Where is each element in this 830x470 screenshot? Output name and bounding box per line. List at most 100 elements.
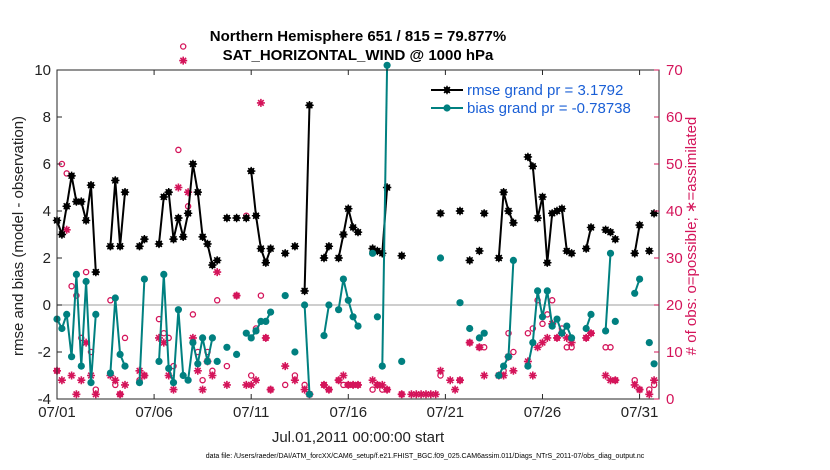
bias-point-3-3 [169,379,178,387]
x-tick-label-5: 07/26 [524,404,562,421]
obs-assimilated-point-59 [446,376,455,385]
obs-assimilated-point-52 [407,390,416,399]
obs-assimilated-point-51 [397,390,406,399]
bias-point-18-3 [538,313,547,321]
rmse-star-7-2 [256,244,266,253]
obs-possible-point-74 [607,344,614,351]
bias-point-22-0 [631,289,639,297]
obs-possible-point-33 [257,292,265,299]
rmse-star-18-8 [562,246,571,256]
rmse-star-16-0 [480,209,489,218]
bias-point-3-5 [179,371,187,380]
obs-assimilated-point-80 [587,329,595,338]
rmse-star-1-1 [111,176,120,185]
obs-assimilated-point-3 [67,371,76,380]
obs-assimilated-point-58 [436,366,445,375]
obs-assimilated-point-15 [155,333,163,342]
bias-point-10-0 [320,332,328,340]
rmse-line-segment-9 [303,105,311,291]
obs-assimilated-point-73 [543,333,552,342]
rmse-star-0-1 [57,230,67,239]
obs-assimilated-point-31 [247,380,256,389]
bias-point-3-0 [155,357,163,365]
obs-possible-point-24 [199,376,206,384]
obs-assimilated-point-10 [111,376,120,385]
y-ticks-left: -4 -2 0 2 4 6 8 10 [34,62,62,408]
rmse-star-18-9 [567,249,576,258]
obs-assimilated-point-6 [82,338,91,347]
obs-assimilated-point-2 [62,225,71,234]
obs-possible-point-59 [505,329,512,337]
rmse-star-12-0 [368,244,377,253]
rmse-star-21-0 [611,235,620,244]
rmse-star-0-7 [86,181,96,190]
legend-rmse-star [442,85,452,95]
obs-assimilated-point-55 [422,390,430,399]
bias-point-20-0 [602,327,610,335]
bias-point-13-0 [378,362,386,370]
rmse-star-17-0 [494,253,503,263]
bias-point-17-0 [495,371,503,380]
rmse-star-18-2 [533,213,542,223]
obs-possible-point-3 [68,282,75,290]
rmse-line-segment-1 [109,179,126,248]
obs-assimilated-point-79 [582,333,591,342]
x-tick-label-6: 07/31 [621,404,659,421]
rmse-star-17-2 [504,206,513,216]
obs-assimilated-point-33 [256,98,265,107]
bias-point-9-1 [305,390,314,398]
rmse-star-3-0 [154,239,164,249]
x-tick-label-2: 07/11 [233,404,269,421]
rmse-star-3-5 [179,232,188,241]
obs-assimilated-point-1 [57,376,66,385]
rmse-star-10-1 [324,242,334,251]
obs-assimilated-point-23 [193,366,202,375]
rmse-isolated-star-5 [475,246,484,256]
bias-point-16-0 [480,329,488,337]
bias-point-18-1 [529,339,537,347]
y-right-tick-label-1: 10 [666,344,683,361]
obs-assimilated-point-11 [116,390,125,399]
rmse-star-17-3 [509,218,518,227]
obs-assimilated-point-82 [606,376,615,385]
x-tick-label-0: 07/01 [38,404,76,421]
obs-assimilated-point-35 [266,385,275,394]
rmse-star-1-3 [120,188,130,197]
bias-line-segment-1 [109,297,126,374]
series-layer [52,61,659,398]
rmse-star-20-0 [601,225,610,234]
rmse-star-13-0 [378,249,387,258]
obs-assimilated-point-17 [164,371,173,380]
bias-point-19-1 [587,310,595,318]
obs-assimilated-point-28 [222,380,231,389]
bias-point-8-0 [281,292,289,300]
bias-point-6-0 [233,350,241,358]
bias-point-3-9 [199,334,207,342]
bias-point-11-4 [354,322,362,330]
rmse-star-3-6 [183,209,193,218]
bias-point-7-1 [252,327,260,335]
bias-point-11-0 [335,306,343,314]
obs-assimilated-point-24 [198,385,207,394]
rmse-star-18-5 [548,209,557,218]
bias-point-1-3 [121,362,129,370]
obs-possible-point-62 [529,325,537,332]
obs-assimilated-point-83 [611,376,620,385]
rmse-star-4-0 [213,256,222,265]
y-ticks-right: 0 10 20 30 40 50 60 70 [654,62,683,408]
bias-point-17-2 [504,353,513,361]
obs-assimilated-point-46 [354,380,362,389]
bias-point-18-4 [543,287,551,295]
obs-assimilated-point-60 [451,385,460,394]
obs-assimilated-point-16 [159,338,168,347]
obs-possible-point-19 [175,146,182,154]
rmse-star-0-5 [77,197,86,206]
legend-bias-marker [443,104,451,112]
obs-assimilated-point-78 [567,338,576,347]
bias-line-segment-2 [138,279,146,383]
y-left-tick-label-2: 0 [43,297,51,314]
rmse-star-0-4 [72,197,81,206]
rmse-star-18-3 [538,192,547,202]
bias-point-1-1 [111,294,119,302]
rmse-star-3-4 [174,213,183,223]
